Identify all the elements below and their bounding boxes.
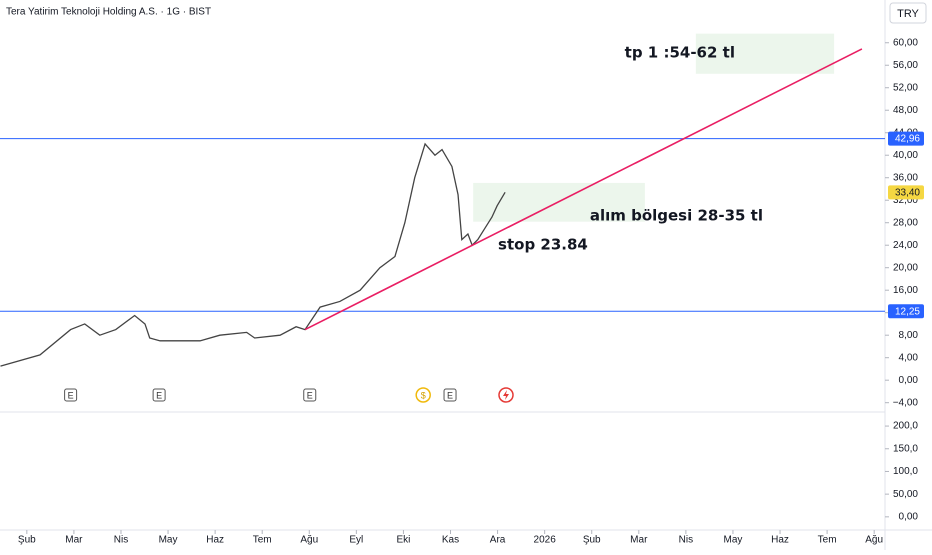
y-tick-label: −4,00 xyxy=(893,397,919,408)
price-label: 12,25 xyxy=(895,306,920,317)
y-tick-label: 32,00 xyxy=(893,195,918,206)
y-tick-label: 20,00 xyxy=(893,262,918,273)
y-tick-label: 48,00 xyxy=(893,105,918,116)
x-tick-label: Tem xyxy=(253,535,272,546)
event-marker xyxy=(443,388,457,402)
x-tick-label: Eki xyxy=(396,535,410,546)
x-tick-label: Ağu xyxy=(300,535,318,546)
price-label-box xyxy=(888,185,924,200)
event-marker xyxy=(64,388,78,402)
x-tick-label: Haz xyxy=(206,535,224,546)
x-tick-label: Nis xyxy=(679,535,693,546)
event-marker xyxy=(415,387,431,403)
y-tick-label: 50,00 xyxy=(893,489,918,500)
x-tick-label: Eyl xyxy=(349,535,363,546)
event-marker-icon xyxy=(503,390,509,400)
x-tick-label: Nis xyxy=(114,535,128,546)
x-tick-label: Ara xyxy=(490,535,506,546)
event-marker xyxy=(303,388,317,402)
event-label: E xyxy=(307,390,313,400)
price-label-box xyxy=(888,304,924,319)
x-tick-label: Mar xyxy=(65,535,83,546)
event-marker xyxy=(152,388,166,402)
x-tick-label: Mar xyxy=(630,535,648,546)
event-label: E xyxy=(68,390,74,400)
x-tick-label: May xyxy=(723,535,742,546)
price-label: 42,96 xyxy=(895,134,920,145)
y-tick-label: 16,00 xyxy=(893,285,918,296)
price-label-box xyxy=(888,131,924,146)
y-tick-label: 150,0 xyxy=(893,443,918,454)
price-line xyxy=(0,142,506,367)
event-label: $ xyxy=(421,390,426,400)
annotation: tp 1 :54-62 tl xyxy=(625,43,735,61)
y-tick-label: 52,00 xyxy=(893,82,918,93)
target-zone xyxy=(693,31,837,76)
price-label: 33,40 xyxy=(895,187,920,198)
x-tick-label: 2026 xyxy=(534,535,557,546)
x-tick-label: Şub xyxy=(583,535,601,546)
y-tick-label: 60,00 xyxy=(893,37,918,48)
y-tick-label: 8,00 xyxy=(899,330,919,341)
y-tick-label: 100,0 xyxy=(893,466,918,477)
event-label: E xyxy=(156,390,162,400)
x-tick-label: Kas xyxy=(442,535,459,546)
y-tick-label: 36,00 xyxy=(893,172,918,183)
x-tick-label: Şub xyxy=(18,535,36,546)
y-tick-label: 0,00 xyxy=(899,511,919,522)
y-tick-label: 40,00 xyxy=(893,150,918,161)
currency-button[interactable] xyxy=(889,2,927,24)
y-tick-label: 4,00 xyxy=(899,352,919,363)
x-tick-label: May xyxy=(159,535,178,546)
x-tick-label: Haz xyxy=(771,535,789,546)
annotation: stop 23.84 xyxy=(498,236,588,254)
y-tick-label: 0,00 xyxy=(899,375,919,386)
y-tick-label: 200,0 xyxy=(893,421,918,432)
annotation: alım bölgesi 28-35 tl xyxy=(590,206,763,224)
y-tick-label: 56,00 xyxy=(893,60,918,71)
y-tick-label: 24,00 xyxy=(893,240,918,251)
trend-line xyxy=(304,48,863,331)
y-tick-label: 28,00 xyxy=(893,217,918,228)
chart-title: Tera Yatirim Teknoloji Holding A.S. · 1G… xyxy=(6,7,211,18)
x-tick-label: Tem xyxy=(818,535,837,546)
x-tick-label: Ağu xyxy=(865,535,883,546)
currency-label[interactable]: TRY xyxy=(897,8,919,20)
event-label: E xyxy=(447,390,453,400)
